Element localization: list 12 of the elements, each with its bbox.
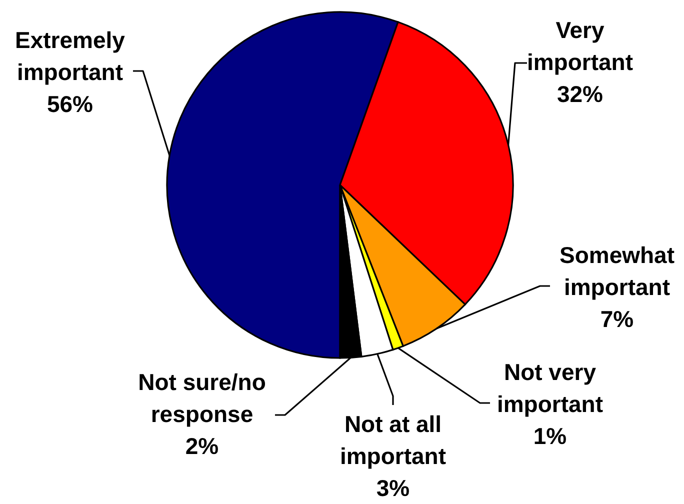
slice-label: Not very important [496,359,604,418]
data-label: 2% [185,433,219,460]
data-label: 7% [600,306,634,332]
slice-label: Not at all important [340,411,446,470]
data-label: 1% [533,423,567,450]
data-label: 3% [376,475,410,502]
slice-label: Not sure/no response [138,369,266,428]
data-label: 56% [46,91,94,118]
slice-label: Extremely important [15,27,126,86]
slice-label: Very important [526,17,634,76]
slice-label: Somewhat important [559,242,675,300]
data-label: 32% [556,81,604,108]
